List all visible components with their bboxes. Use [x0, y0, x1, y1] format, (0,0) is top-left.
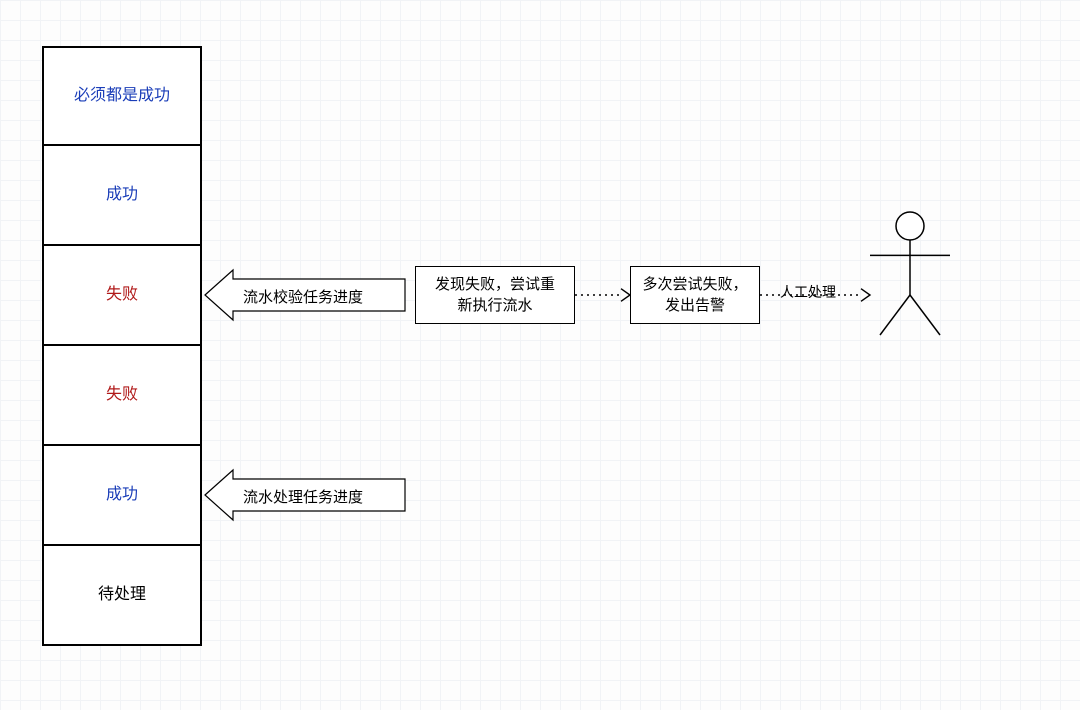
status-cell-0: 必须都是成功 — [42, 46, 202, 146]
status-cell-label: 失败 — [106, 384, 138, 406]
arrow-2-label: 流水处理任务进度 — [239, 484, 367, 509]
status-cell-label: 失败 — [106, 284, 138, 306]
status-cell-label: 成功 — [106, 484, 138, 506]
conn-2-label: 人工处理 — [780, 282, 836, 302]
conn-1 — [575, 289, 630, 302]
status-cell-2: 失败 — [42, 244, 202, 346]
box-alarm: 多次尝试失败，发出告警 — [630, 266, 760, 324]
box-retry-label: 发现失败，尝试重新执行流水 — [431, 270, 559, 320]
arrow-1-label: 流水校验任务进度 — [239, 284, 367, 309]
status-cell-label: 必须都是成功 — [74, 85, 170, 107]
status-cell-label: 待处理 — [98, 584, 146, 606]
status-cell-5: 待处理 — [42, 544, 202, 646]
box-retry: 发现失败，尝试重新执行流水 — [415, 266, 575, 324]
status-cell-4: 成功 — [42, 444, 202, 546]
status-cell-3: 失败 — [42, 344, 202, 446]
actor-stick-figure — [870, 212, 950, 335]
box-alarm-label: 多次尝试失败，发出告警 — [638, 270, 751, 320]
status-cell-label: 成功 — [106, 184, 138, 206]
status-cell-1: 成功 — [42, 144, 202, 246]
